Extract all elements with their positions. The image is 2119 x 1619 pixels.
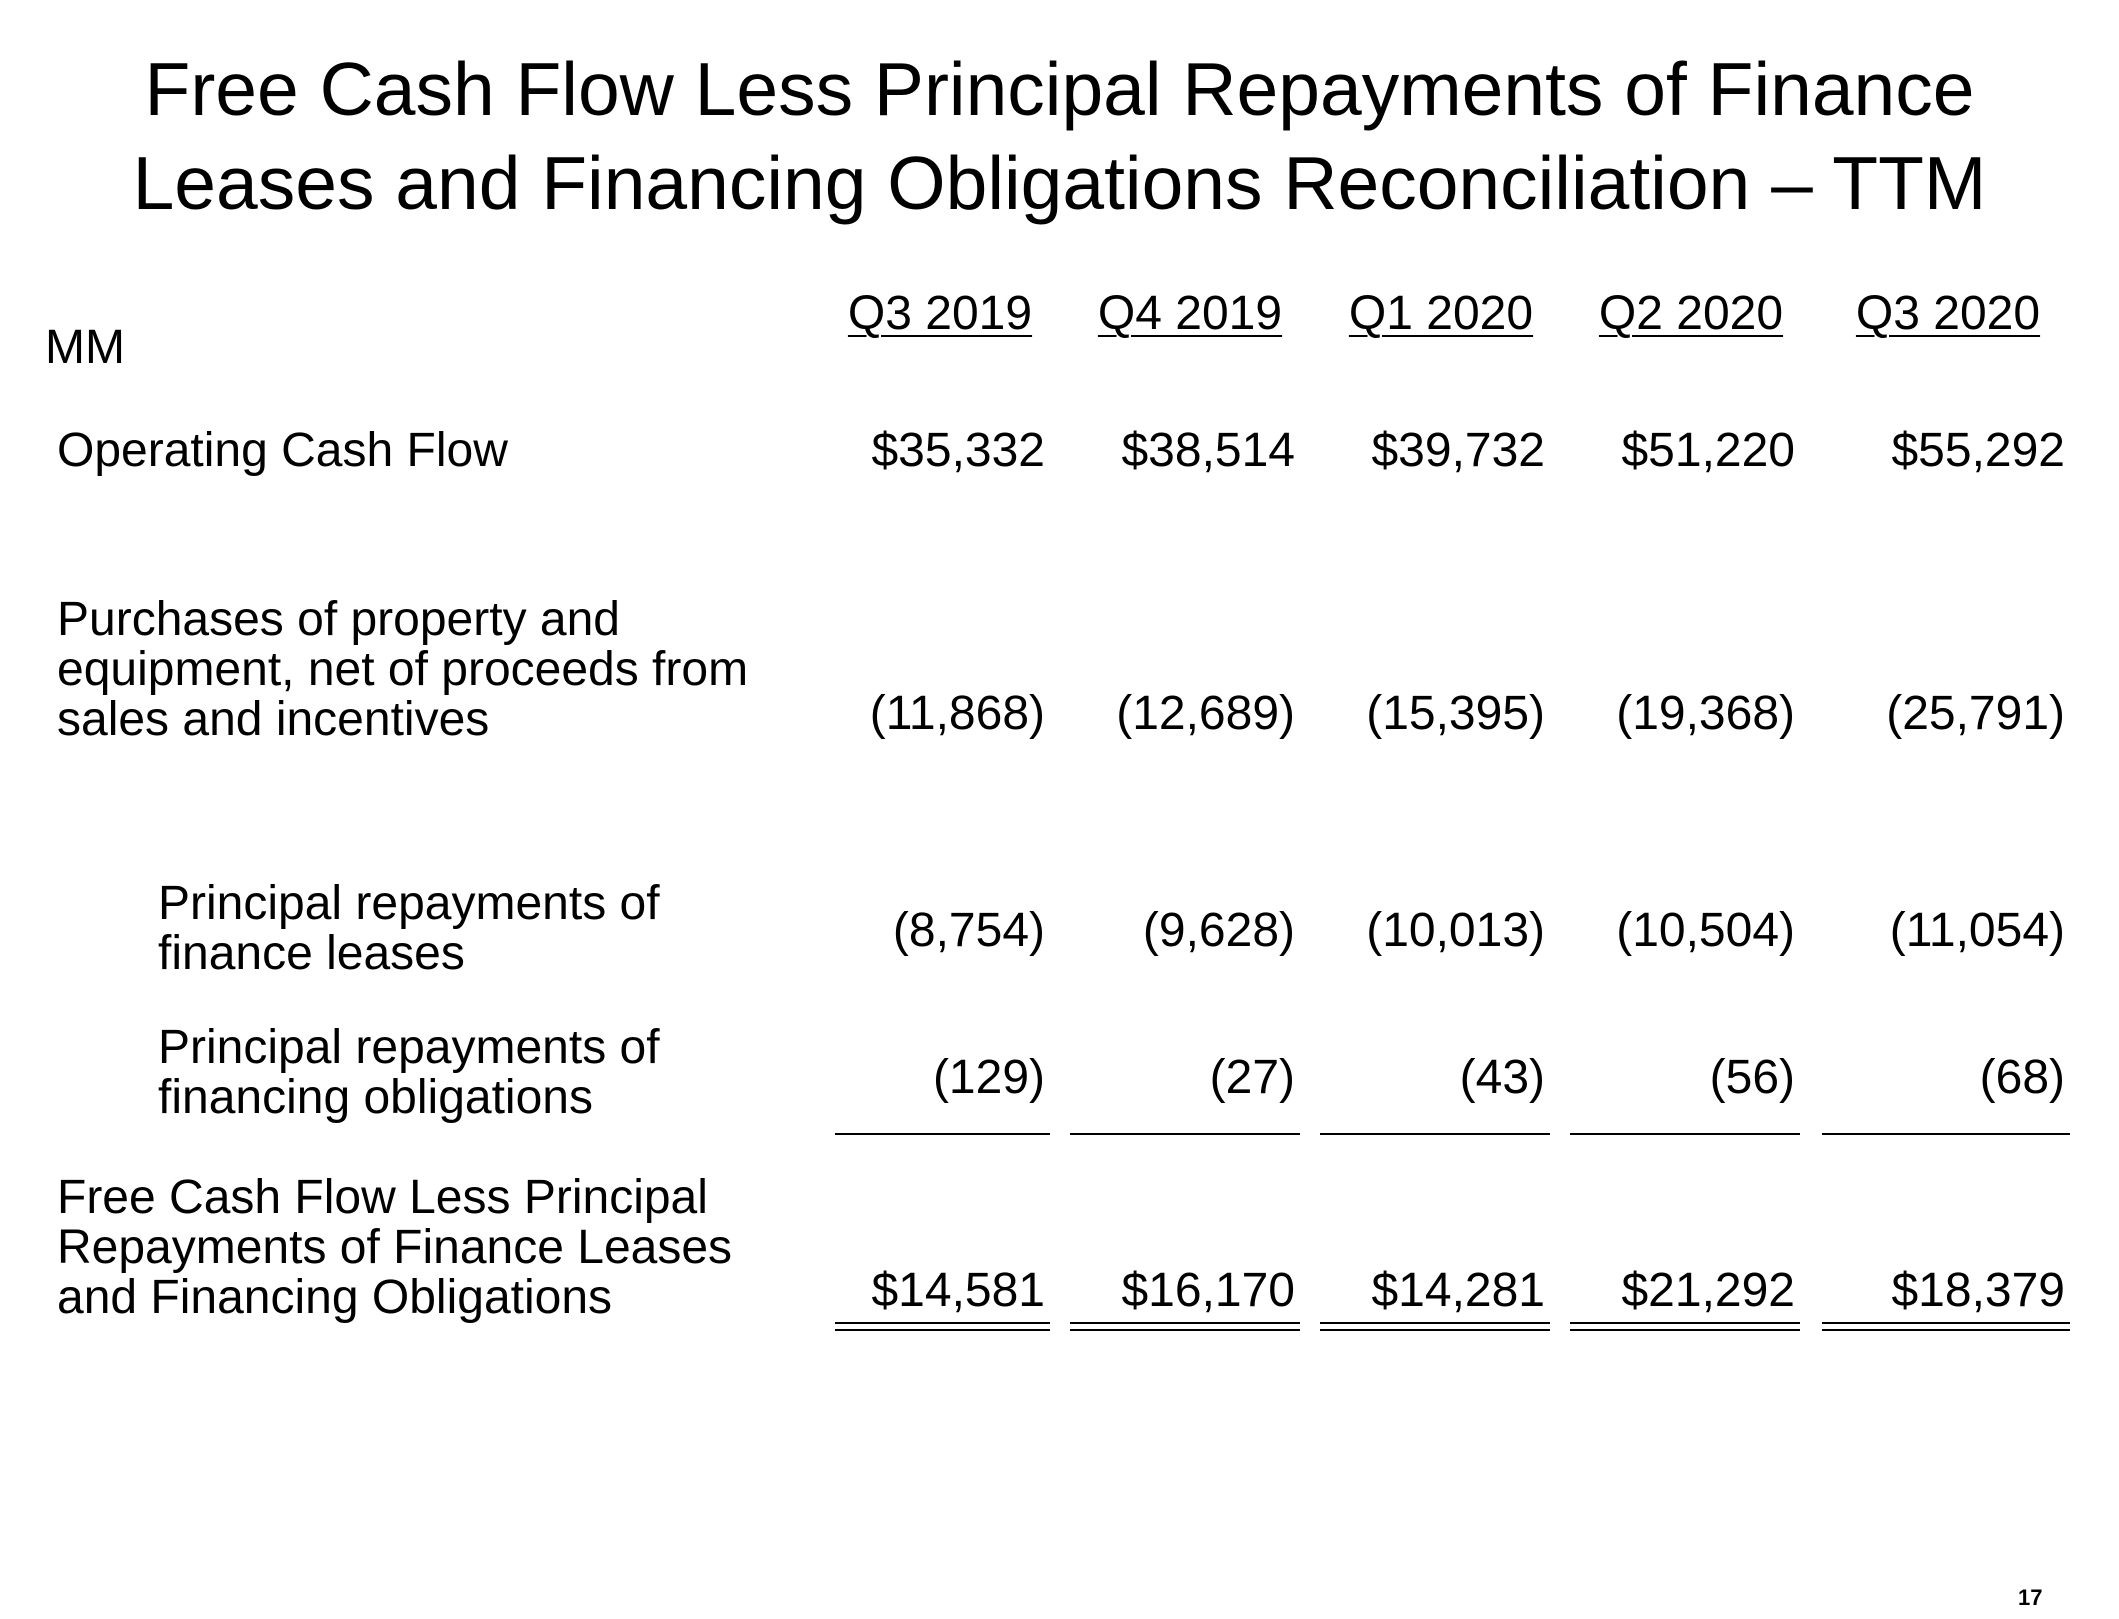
row-label-free-cash-flow-less-repayments: Free Cash Flow Less Principal Repayments…	[57, 1173, 732, 1323]
unit-label: MM	[45, 321, 125, 374]
row-label-line: Principal repayments of	[158, 877, 660, 930]
value-free-cash-flow-q4-2019: $16,170	[1121, 1264, 1295, 1317]
subtotal-rule	[1570, 1133, 1800, 1135]
row-label-line: finance leases	[158, 927, 465, 980]
value-purchases-q3-2020: (25,791)	[1886, 687, 2065, 740]
value-finance-leases-q3-2020: (11,054)	[1889, 904, 2065, 957]
row-label-line: financing obligations	[158, 1071, 593, 1124]
row-label-line: equipment, net of proceeds from	[57, 643, 749, 696]
value-free-cash-flow-q3-2020: $18,379	[1891, 1264, 2065, 1317]
column-header-q1-2020: Q1 2020	[1348, 287, 1534, 340]
value-finance-leases-q1-2020: (10,013)	[1366, 904, 1545, 957]
value-financing-obligations-q3-2019: (129)	[932, 1051, 1045, 1104]
row-label-line: Purchases of property and	[57, 593, 620, 646]
total-double-rule	[835, 1322, 1050, 1331]
row-label-finance-leases: Principal repayments of finance leases	[158, 879, 660, 979]
row-label-purchases-of-property: Purchases of property and equipment, net…	[57, 595, 748, 745]
row-label-line: and Financing Obligations	[57, 1271, 613, 1324]
column-header-q3-2019: Q3 2019	[847, 287, 1033, 340]
value-purchases-q2-2020: (19,368)	[1616, 687, 1795, 740]
value-operating-cash-flow-q2-2020: $51,220	[1621, 424, 1795, 477]
subtotal-rule	[1822, 1133, 2070, 1135]
value-free-cash-flow-q2-2020: $21,292	[1621, 1264, 1795, 1317]
value-finance-leases-q4-2019: (9,628)	[1142, 904, 1295, 957]
value-financing-obligations-q1-2020: (43)	[1459, 1051, 1545, 1104]
subtotal-rule	[1320, 1133, 1550, 1135]
page-title-line-1: Free Cash Flow Less Principal Repayments…	[144, 47, 1975, 131]
total-double-rule	[1070, 1322, 1300, 1331]
value-purchases-q4-2019: (12,689)	[1116, 687, 1295, 740]
row-label-line: Principal repayments of	[158, 1021, 660, 1074]
page-number: 17	[2018, 1585, 2043, 1610]
value-operating-cash-flow-q3-2019: $35,332	[871, 424, 1045, 477]
row-label-line: sales and incentives	[57, 693, 490, 746]
value-finance-leases-q2-2020: (10,504)	[1616, 904, 1795, 957]
subtotal-rule	[1070, 1133, 1300, 1135]
value-free-cash-flow-q3-2019: $14,581	[871, 1264, 1045, 1317]
value-purchases-q1-2020: (15,395)	[1366, 687, 1545, 740]
total-double-rule	[1822, 1322, 2070, 1331]
total-double-rule	[1320, 1322, 1550, 1331]
value-operating-cash-flow-q4-2019: $38,514	[1121, 424, 1295, 477]
page-title: Free Cash Flow Less Principal Repayments…	[0, 42, 2119, 230]
row-label-line: Operating Cash Flow	[57, 424, 508, 477]
page-title-line-2: Leases and Financing Obligations Reconci…	[132, 141, 1987, 225]
row-label-operating-cash-flow: Operating Cash Flow	[57, 426, 508, 476]
row-label-line: Repayments of Finance Leases	[57, 1221, 733, 1274]
value-operating-cash-flow-q3-2020: $55,292	[1891, 424, 2065, 477]
column-header-q4-2019: Q4 2019	[1097, 287, 1283, 340]
value-financing-obligations-q2-2020: (56)	[1709, 1051, 1795, 1104]
value-purchases-q3-2019: (11,868)	[869, 687, 1045, 740]
value-financing-obligations-q3-2020: (68)	[1979, 1051, 2065, 1104]
value-operating-cash-flow-q1-2020: $39,732	[1371, 424, 1545, 477]
column-header-q3-2020: Q3 2020	[1855, 287, 2041, 340]
total-double-rule	[1570, 1322, 1800, 1331]
subtotal-rule	[835, 1133, 1050, 1135]
column-header-q2-2020: Q2 2020	[1598, 287, 1784, 340]
row-label-financing-obligations: Principal repayments of financing obliga…	[158, 1023, 660, 1123]
value-free-cash-flow-q1-2020: $14,281	[1371, 1264, 1545, 1317]
row-label-line: Free Cash Flow Less Principal	[57, 1171, 708, 1224]
value-financing-obligations-q4-2019: (27)	[1209, 1051, 1295, 1104]
value-finance-leases-q3-2019: (8,754)	[892, 904, 1045, 957]
